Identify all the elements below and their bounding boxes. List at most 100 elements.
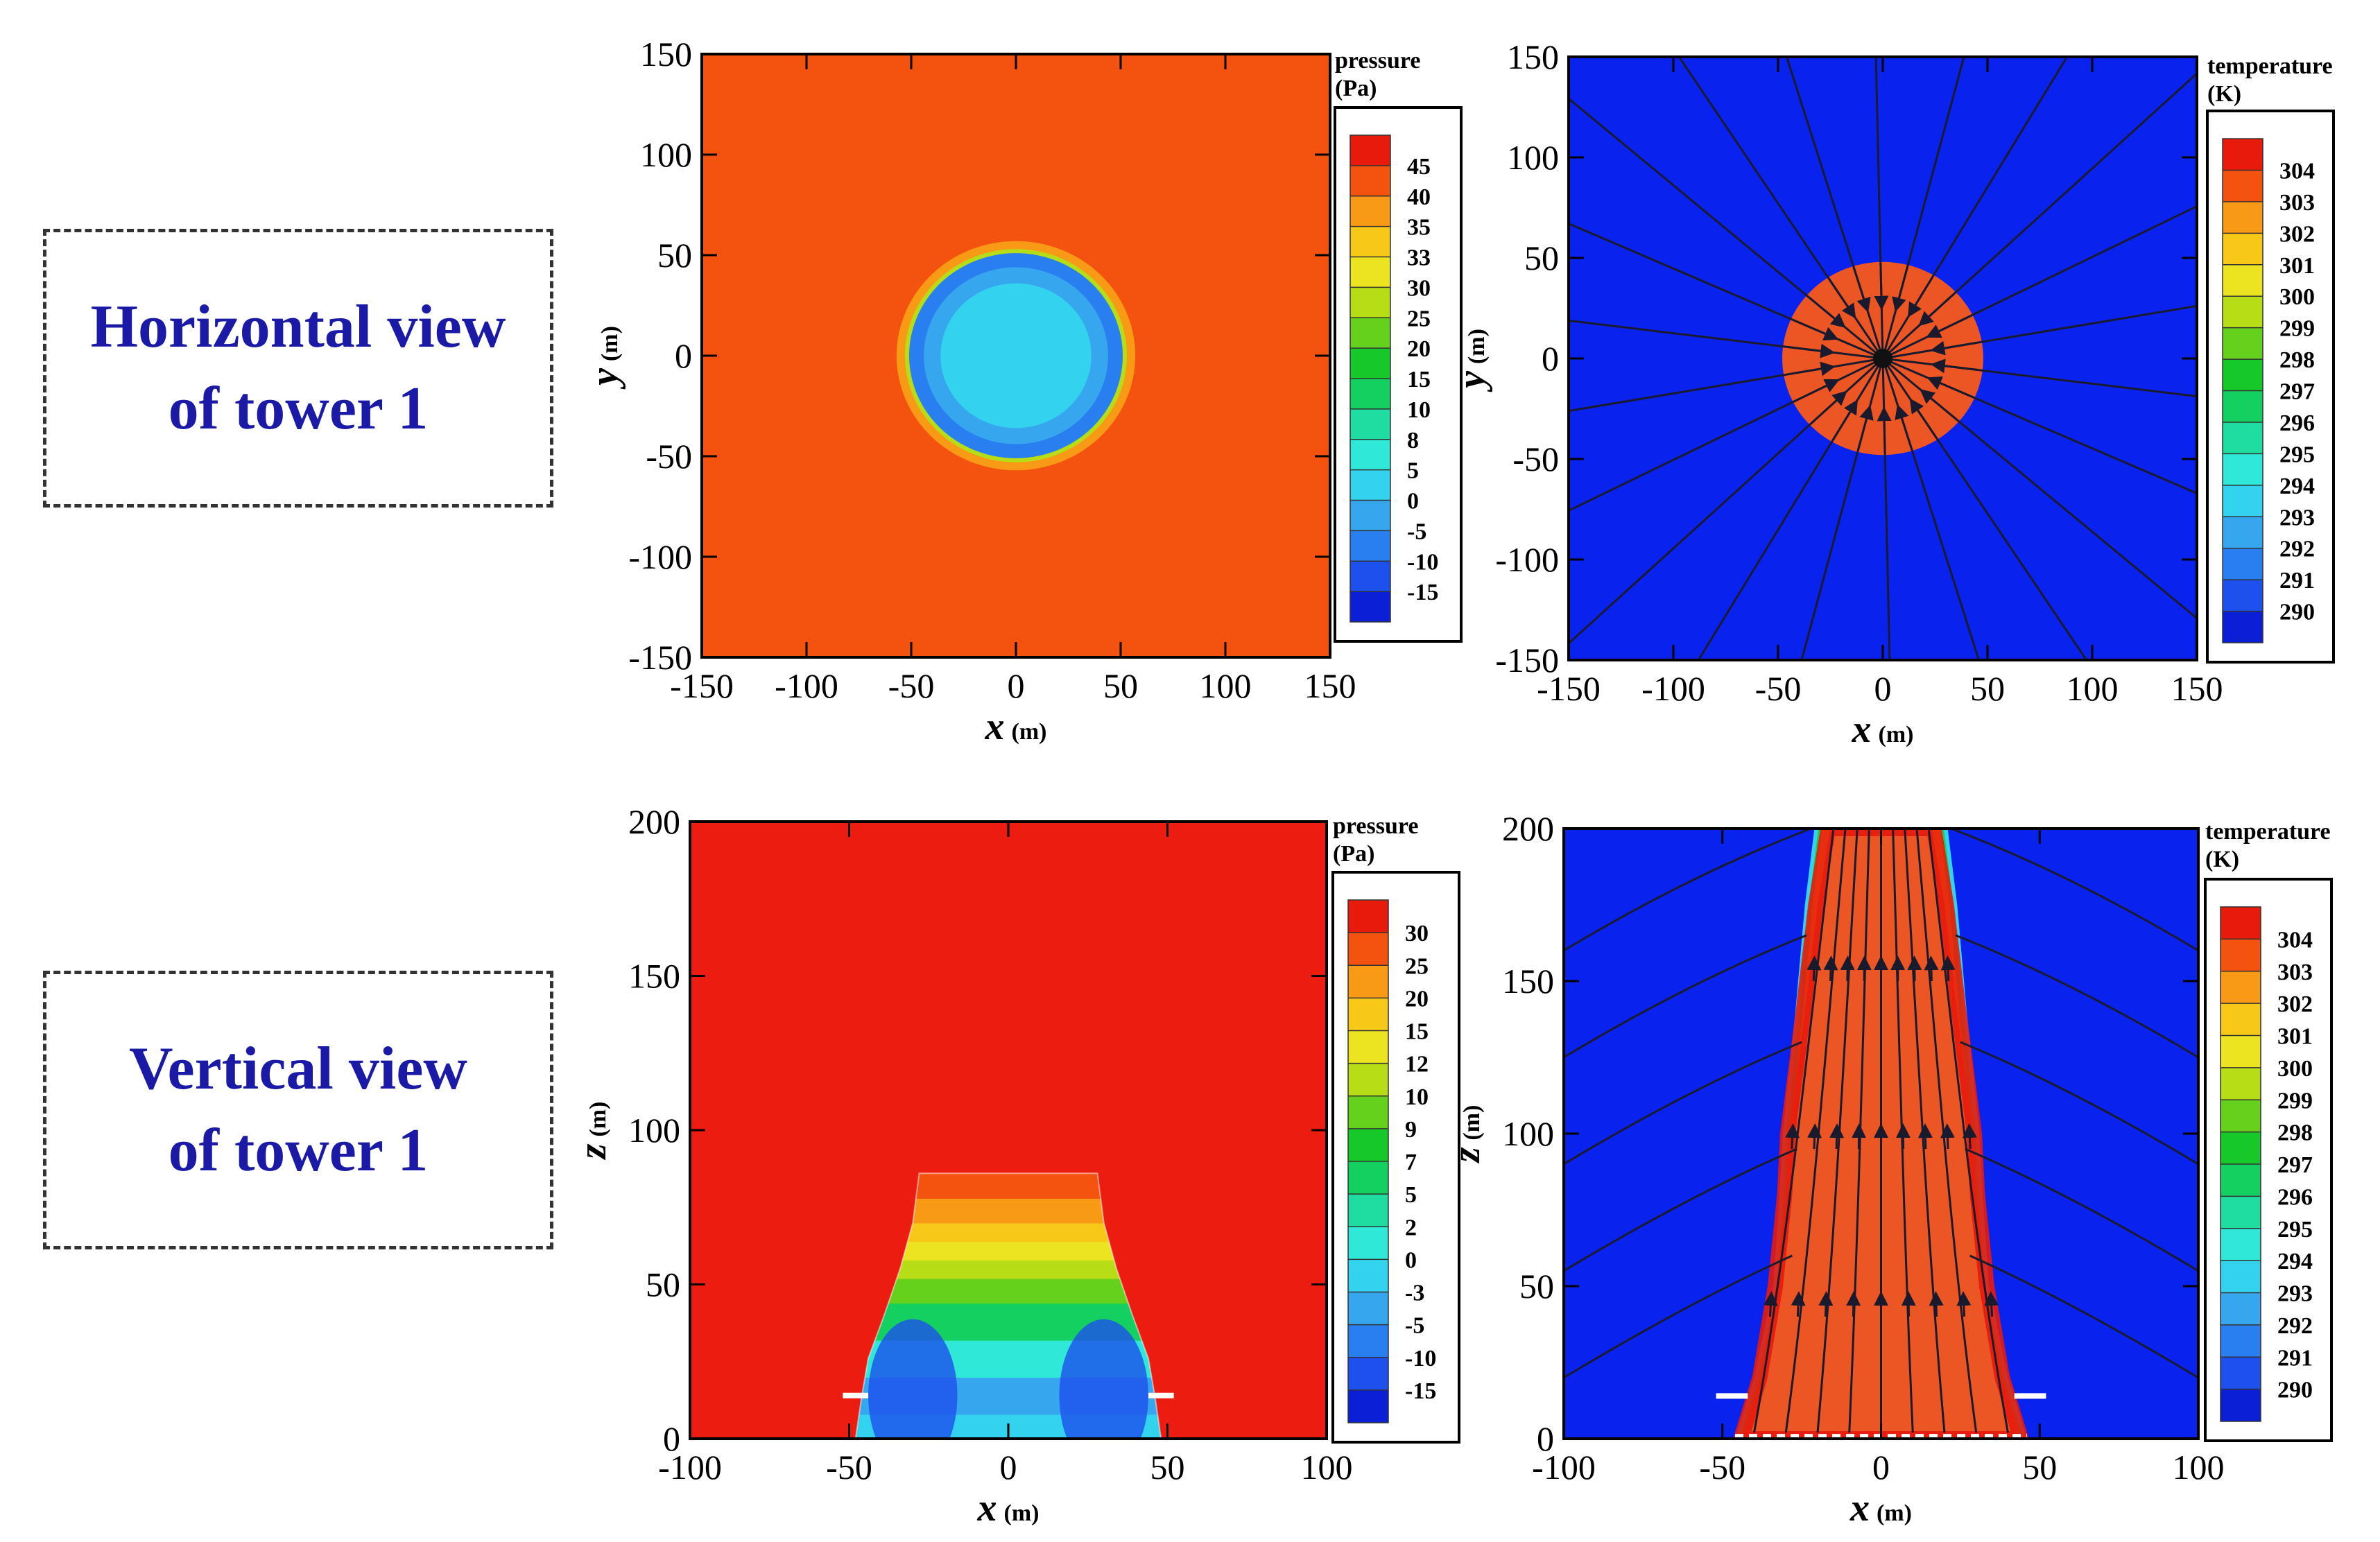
inner-streamline-1 xyxy=(1753,829,1835,1433)
y-axis-variable: z xyxy=(571,1143,614,1160)
legend-level-label-5: 0 xyxy=(1405,1247,1417,1273)
legend-level-label-9: 9 xyxy=(1405,1117,1417,1143)
x-tick-label: 100 xyxy=(2067,669,2119,708)
legend-swatch-9 xyxy=(1350,348,1390,379)
legend-level-label-9: 298 xyxy=(2277,1120,2313,1146)
legend-swatch-12 xyxy=(1350,257,1390,288)
legend-level-label-10: 25 xyxy=(1407,306,1431,331)
x-axis-label: x (m) xyxy=(1849,1487,1912,1530)
row-label-horizontal-line2: of tower 1 xyxy=(168,375,429,442)
contour-chart-2: -150 -100 -50 0 50 100 150 -150 -100 -50 0 50 100 150… xyxy=(1450,37,2335,751)
streamline-arrow-16 xyxy=(1852,267,1871,313)
streamline-arrow-2 xyxy=(1926,376,1972,397)
y-tick-label: 100 xyxy=(628,1111,680,1150)
inner-streamline-arrow-9-3 xyxy=(1940,955,1956,982)
streamline-arrow-11 xyxy=(1788,361,1836,376)
x-tick-label: 100 xyxy=(1301,1448,1353,1487)
row-label-vertical: Vertical view of tower 1 xyxy=(129,1028,467,1192)
legend-title-line-1: pressure xyxy=(1335,48,1420,73)
legend-swatch-7 xyxy=(1350,408,1390,440)
legend-swatch-8 xyxy=(2221,1164,2261,1197)
inner-streamline-arrow-1-1 xyxy=(1763,1291,1778,1317)
legend-level-label-13: 302 xyxy=(2277,991,2313,1017)
legend-swatch-11 xyxy=(1350,287,1390,318)
contour-chart-4: -100 -50 0 50 100 0 50 100 150 200 x (m) z (m) tempera… xyxy=(1445,809,2333,1530)
streamline-arrow-10 xyxy=(1796,379,1840,401)
y-tick-label: 100 xyxy=(640,135,692,174)
legend-title-line-2: (Pa) xyxy=(1335,76,1377,101)
x-tick-label: -50 xyxy=(826,1448,872,1487)
x-axis-unit: (m) xyxy=(1004,1500,1040,1526)
legend-swatch-14 xyxy=(2223,201,2263,234)
legend-swatch-3 xyxy=(1350,530,1390,562)
legend-level-label-14: 40 xyxy=(1407,184,1431,210)
outer-streamline-left-1 xyxy=(1564,1254,1793,1379)
legend-level-label-3: 292 xyxy=(2279,537,2315,562)
legend-level-label-9: 298 xyxy=(2279,347,2315,373)
y-axis-label: y (m) xyxy=(1450,329,1493,392)
legend-level-label-5: 5 xyxy=(1407,458,1419,484)
legend-level-label-7: 296 xyxy=(2279,410,2315,436)
inner-streamline-arrow-9-1 xyxy=(1984,1291,1999,1317)
streamline-arrow-12 xyxy=(1788,343,1836,358)
legend-swatch-1 xyxy=(2221,1389,2261,1422)
legend-level-label-11: 300 xyxy=(2277,1056,2313,1082)
legend-swatch-14 xyxy=(2221,971,2261,1004)
inner-streamline-arrow-9-2 xyxy=(1962,1123,1977,1150)
x-tick-label: 100 xyxy=(2173,1448,2225,1487)
inner-streamline-arrow-3-1 xyxy=(1818,1291,1834,1317)
x-tick-label: 150 xyxy=(1304,666,1356,705)
streamline-10 xyxy=(1569,357,1883,512)
streamline-arrow-1 xyxy=(1930,358,1978,374)
y-tick-label: 200 xyxy=(1502,809,1554,848)
legend-level-label-3: -5 xyxy=(1407,519,1426,544)
legend-swatch-4 xyxy=(1348,1292,1388,1326)
legend-swatch-4 xyxy=(2223,517,2263,549)
legend-swatch-9 xyxy=(1348,1128,1388,1162)
streamline-arrow-18 xyxy=(1892,266,1909,313)
legend-swatch-6 xyxy=(2221,1228,2261,1261)
legend-swatch-4 xyxy=(2221,1292,2261,1326)
streamline-13 xyxy=(1569,222,1883,360)
legend-level-label-3: 292 xyxy=(2277,1313,2313,1339)
legend-level-label-15: 45 xyxy=(1407,154,1431,180)
inner-streamline-9 xyxy=(1927,829,2009,1433)
legend-level-label-11: 300 xyxy=(2279,284,2315,310)
streamline-2 xyxy=(1882,357,2197,495)
inner-streamline-arrow-3-2 xyxy=(1829,1123,1845,1150)
legend-level-label-15: 304 xyxy=(2277,927,2313,953)
streamline-arrow-4 xyxy=(1909,398,1938,438)
legend-swatch-3 xyxy=(2221,1324,2261,1358)
streamline-17 xyxy=(1874,57,1884,359)
legend-swatch-8 xyxy=(1350,379,1390,410)
y-tick-label: -150 xyxy=(628,638,692,677)
legend-level-label-6: 8 xyxy=(1407,428,1419,453)
legend-swatch-15 xyxy=(1348,933,1388,966)
streamline-arrow-9 xyxy=(1811,390,1847,424)
y-tick-label: 50 xyxy=(657,236,692,275)
legend-swatch-9 xyxy=(2221,1132,2261,1165)
legend-level-label-15: 304 xyxy=(2279,158,2315,184)
y-tick-label: 150 xyxy=(1502,962,1554,1000)
legend-swatch-7 xyxy=(2223,422,2263,454)
streamline-20 xyxy=(1881,71,2197,360)
inner-streamline-3 xyxy=(1816,829,1859,1433)
legend-swatch-5 xyxy=(2221,1261,2261,1293)
y-tick-label: 150 xyxy=(640,35,692,73)
legend-swatch-5 xyxy=(1348,1259,1388,1292)
streamline-arrow-15 xyxy=(1828,279,1856,319)
legend-level-label-2: 291 xyxy=(2277,1345,2313,1371)
plot-area xyxy=(1564,829,2198,1439)
x-tick-label: 0 xyxy=(1000,1448,1017,1487)
y-axis-label: y (m) xyxy=(583,326,626,390)
x-axis-variable: x xyxy=(985,705,1005,748)
inner-streamline-arrow-8-2 xyxy=(1940,1123,1955,1150)
streamline-arrow-6 xyxy=(1877,406,1892,454)
outer-streamline-right-2 xyxy=(1965,1147,2198,1272)
outer-streamline-left-3 xyxy=(1564,1041,1802,1166)
low-pressure-vortex-left xyxy=(868,1319,958,1439)
streamline-1 xyxy=(1882,357,2197,398)
row-label-box-horizontal: Horizontal view of tower 1 xyxy=(43,229,553,508)
x-tick-label: 0 xyxy=(1874,669,1892,708)
